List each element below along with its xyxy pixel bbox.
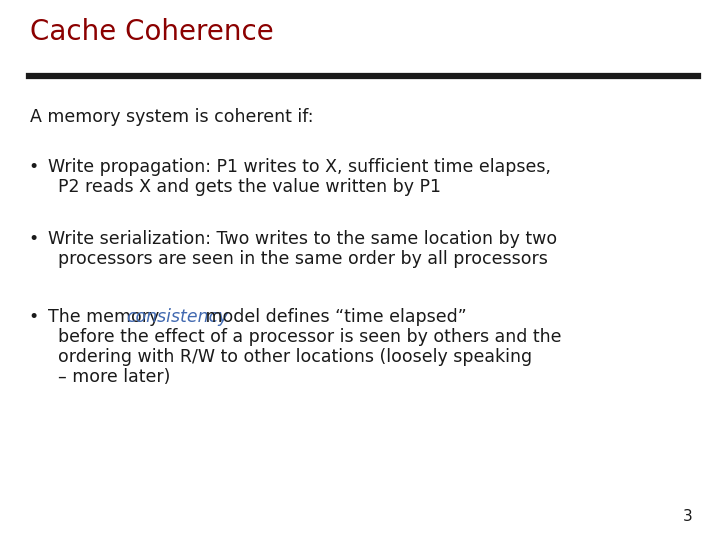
Text: model defines “time elapsed”: model defines “time elapsed” <box>200 308 467 326</box>
Text: processors are seen in the same order by all processors: processors are seen in the same order by… <box>58 250 548 268</box>
Text: P2 reads X and gets the value written by P1: P2 reads X and gets the value written by… <box>58 178 441 196</box>
Text: 3: 3 <box>683 509 693 524</box>
Text: The memory: The memory <box>48 308 165 326</box>
Text: A memory system is coherent if:: A memory system is coherent if: <box>30 108 313 126</box>
Text: – more later): – more later) <box>58 368 171 386</box>
Text: Cache Coherence: Cache Coherence <box>30 18 274 46</box>
Text: •: • <box>28 230 38 248</box>
Text: •: • <box>28 158 38 176</box>
Text: ordering with R/W to other locations (loosely speaking: ordering with R/W to other locations (lo… <box>58 348 532 366</box>
Text: before the effect of a processor is seen by others and the: before the effect of a processor is seen… <box>58 328 562 346</box>
Text: Write propagation: P1 writes to X, sufficient time elapses,: Write propagation: P1 writes to X, suffi… <box>48 158 551 176</box>
Text: consistency: consistency <box>126 308 228 326</box>
Text: Write serialization: Two writes to the same location by two: Write serialization: Two writes to the s… <box>48 230 557 248</box>
Text: •: • <box>28 308 38 326</box>
